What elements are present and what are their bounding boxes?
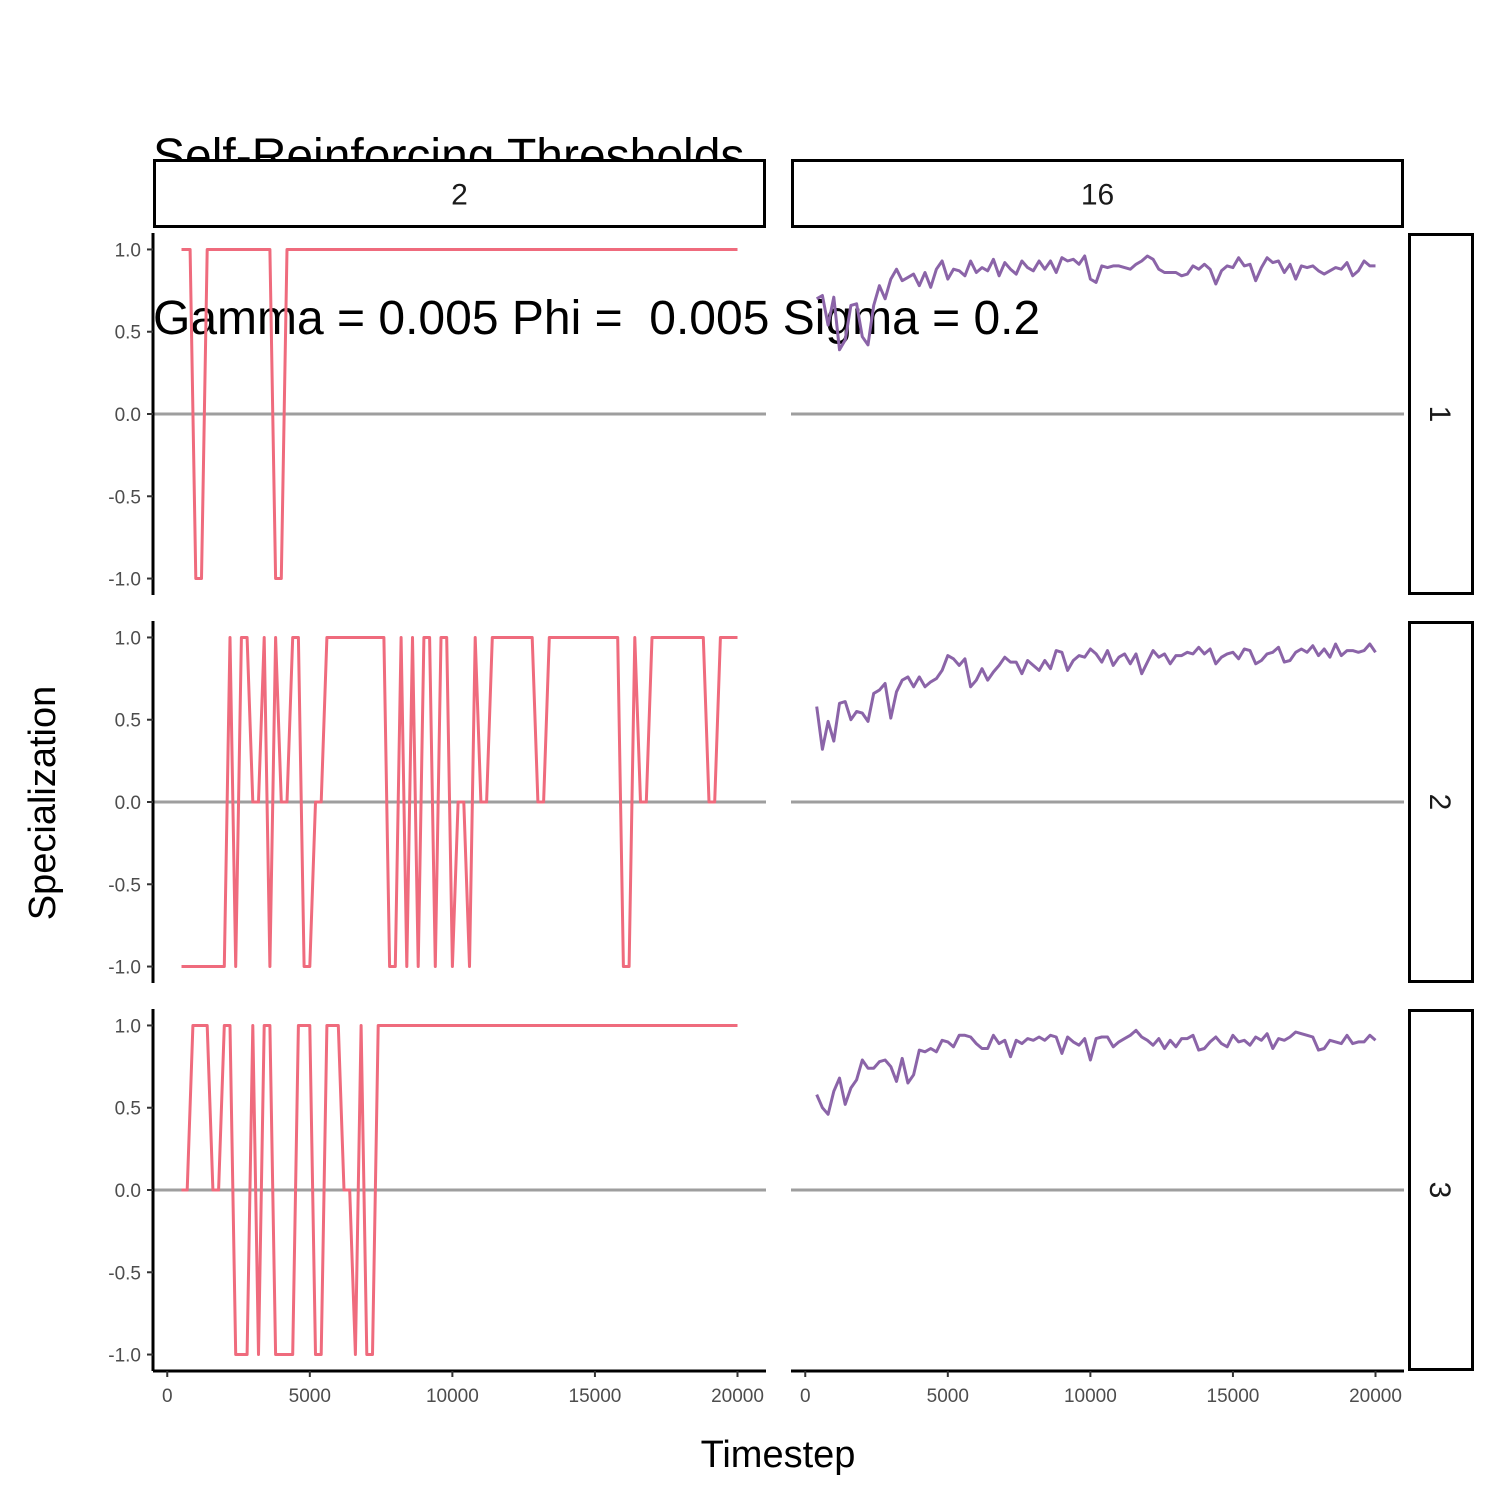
y-tick-label: -1.0 — [108, 1346, 141, 1367]
y-tick-label: -1.0 — [108, 958, 141, 979]
col-strip-box — [153, 159, 766, 228]
row-strip-box — [1408, 1009, 1474, 1371]
row-strip-2: 2 — [1408, 621, 1474, 983]
panel-r3-c2: -1.0 -0.5 0.0 0.5 1.0 0 5000 10000 15000 20000 — [108, 1009, 766, 1407]
panels-layer: 2 16 1 2 3 -1.0 -0.5 0.0 0.5 1.0 -1.0 -0.5 0.0 0.5 1.0… — [108, 159, 1474, 1407]
x-tick-label: 0 — [800, 1386, 811, 1407]
row-strip-box — [1408, 621, 1474, 983]
x-tick-label: 10000 — [1064, 1386, 1117, 1407]
y-tick-label: 1.0 — [115, 628, 141, 649]
x-axis-title: Timestep — [701, 1434, 856, 1476]
x-tick-label: 0 — [162, 1386, 173, 1407]
chart-title-line-2: Gamma = 0.005 Phi = 0.005 Sigma = 0.2 — [153, 292, 1041, 345]
y-tick-label: 0.0 — [115, 793, 141, 814]
y-tick-label: 1.0 — [115, 240, 141, 261]
series-line — [815, 1028, 1377, 1116]
series-line — [181, 636, 738, 968]
row-strip-label: 1 — [1423, 406, 1456, 423]
col-strip-label: 2 — [451, 179, 468, 212]
panel-r1-c2: -1.0 -0.5 0.0 0.5 1.0 — [108, 233, 766, 595]
y-tick-label: -0.5 — [108, 875, 141, 896]
x-tick-label: 15000 — [1207, 1386, 1260, 1407]
series-line — [815, 642, 1377, 751]
panel-r1-c16 — [791, 254, 1404, 416]
row-strip-3: 3 — [1408, 1009, 1474, 1371]
col-strip-16: 16 — [791, 159, 1404, 228]
y-tick-label: 0.5 — [115, 1099, 141, 1120]
y-tick-label: 0.5 — [115, 323, 141, 344]
series-line — [181, 1024, 738, 1356]
panel-r2-c2: -1.0 -0.5 0.0 0.5 1.0 — [108, 621, 766, 983]
y-axis-title: Specialization — [22, 686, 64, 920]
x-tick-label: 5000 — [289, 1386, 331, 1407]
x-tick-label: 10000 — [426, 1386, 479, 1407]
col-strip-2: 2 — [153, 159, 766, 228]
y-tick-label: -0.5 — [108, 1263, 141, 1284]
x-tick-label: 20000 — [1349, 1386, 1402, 1407]
panel-r2-c16 — [791, 642, 1404, 804]
x-tick-label: 5000 — [927, 1386, 969, 1407]
row-strip-box — [1408, 233, 1474, 595]
x-tick-label: 15000 — [569, 1386, 622, 1407]
x-tick-label: 20000 — [711, 1386, 764, 1407]
y-tick-label: 1.0 — [115, 1016, 141, 1037]
row-strip-label: 2 — [1423, 794, 1456, 811]
row-strip-1: 1 — [1408, 233, 1474, 595]
series-line — [181, 248, 738, 580]
y-tick-label: 0.0 — [115, 1181, 141, 1202]
y-tick-label: -0.5 — [108, 487, 141, 508]
col-strip-box — [791, 159, 1404, 228]
y-tick-label: -1.0 — [108, 570, 141, 591]
y-tick-label: 0.0 — [115, 405, 141, 426]
panel-r3-c16: 0 5000 10000 15000 20000 — [791, 1028, 1404, 1407]
y-tick-label: 0.5 — [115, 711, 141, 732]
col-strip-label: 16 — [1081, 179, 1114, 212]
series-line — [815, 254, 1376, 352]
row-strip-label: 3 — [1423, 1182, 1456, 1199]
chart-title: Self-Reinforcing Thresholds, Gamma = 0.0… — [153, 22, 1040, 400]
